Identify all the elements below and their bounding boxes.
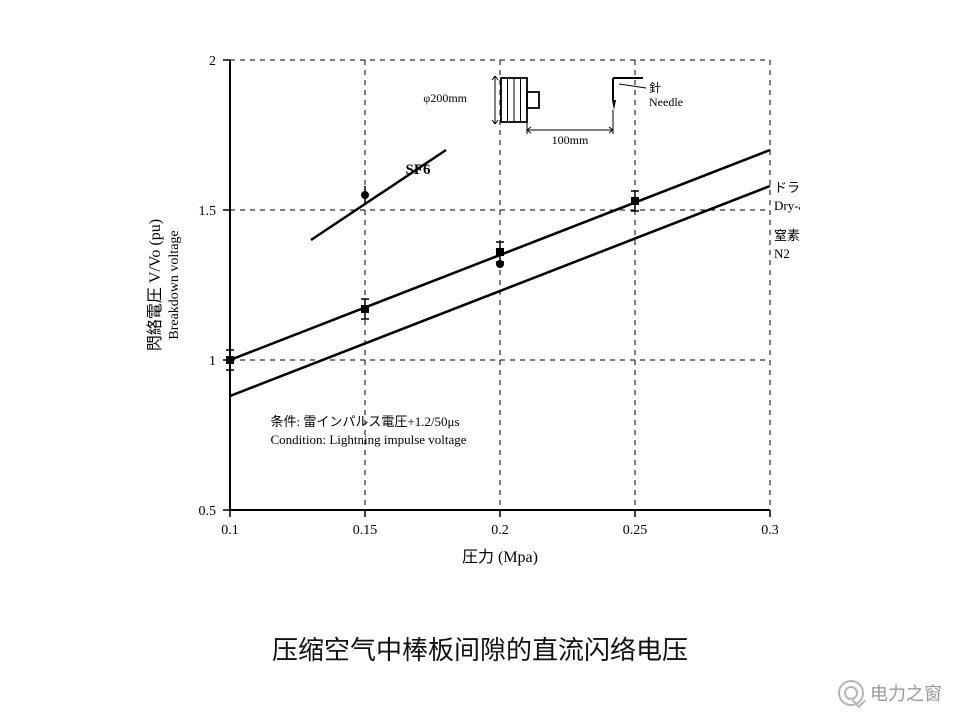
figure-caption: 压缩空气中棒板间隙的直流闪络电压	[0, 630, 960, 667]
svg-text:1.5: 1.5	[199, 204, 217, 219]
svg-text:0.25: 0.25	[623, 523, 648, 538]
svg-text:条件: 雷インパルス電圧+1.2/50μs: 条件: 雷インパルス電圧+1.2/50μs	[271, 414, 460, 429]
svg-text:1: 1	[209, 354, 216, 369]
wechat-icon	[838, 680, 864, 706]
svg-text:SF6: SF6	[406, 162, 432, 178]
page: 0.1 0.15 0.2 0.25 0.3 0.5 1 1.5 2 圧力 (Mpa) 閃絡電圧 V/…	[0, 0, 960, 720]
svg-text:0.3: 0.3	[761, 523, 779, 538]
watermark-text: 电力之窗	[870, 680, 942, 706]
svg-text:0.15: 0.15	[353, 523, 378, 538]
svg-text:0.1: 0.1	[221, 523, 239, 538]
svg-text:100mm: 100mm	[552, 133, 589, 147]
chart-container: 0.1 0.15 0.2 0.25 0.3 0.5 1 1.5 2 圧力 (Mpa) 閃絡電圧 V/…	[120, 30, 800, 590]
chart-svg: 0.1 0.15 0.2 0.25 0.3 0.5 1 1.5 2 圧力 (Mpa) 閃絡電圧 V/…	[120, 30, 800, 590]
svg-text:窒素: 窒素	[774, 228, 800, 243]
svg-text:ドライエアー: ドライエアー	[774, 180, 800, 195]
svg-text:Condition: Lightning impulse v: Condition: Lightning impulse voltage	[271, 432, 467, 447]
svg-text:Breakdown voltage: Breakdown voltage	[167, 230, 182, 339]
svg-text:Dry-air: Dry-air	[774, 198, 800, 213]
svg-text:0.2: 0.2	[491, 523, 509, 538]
svg-text:Needle: Needle	[649, 95, 683, 109]
svg-text:針: 針	[649, 80, 661, 95]
svg-text:閃絡電圧 V/Vo (pu): 閃絡電圧 V/Vo (pu)	[146, 219, 164, 351]
svg-text:N2: N2	[774, 246, 790, 261]
svg-text:0.5: 0.5	[199, 504, 217, 519]
svg-text:2: 2	[209, 54, 216, 69]
svg-text:圧力 (Mpa): 圧力 (Mpa)	[462, 548, 538, 566]
svg-text:φ200mm: φ200mm	[423, 91, 467, 105]
watermark: 电力之窗	[838, 680, 942, 706]
